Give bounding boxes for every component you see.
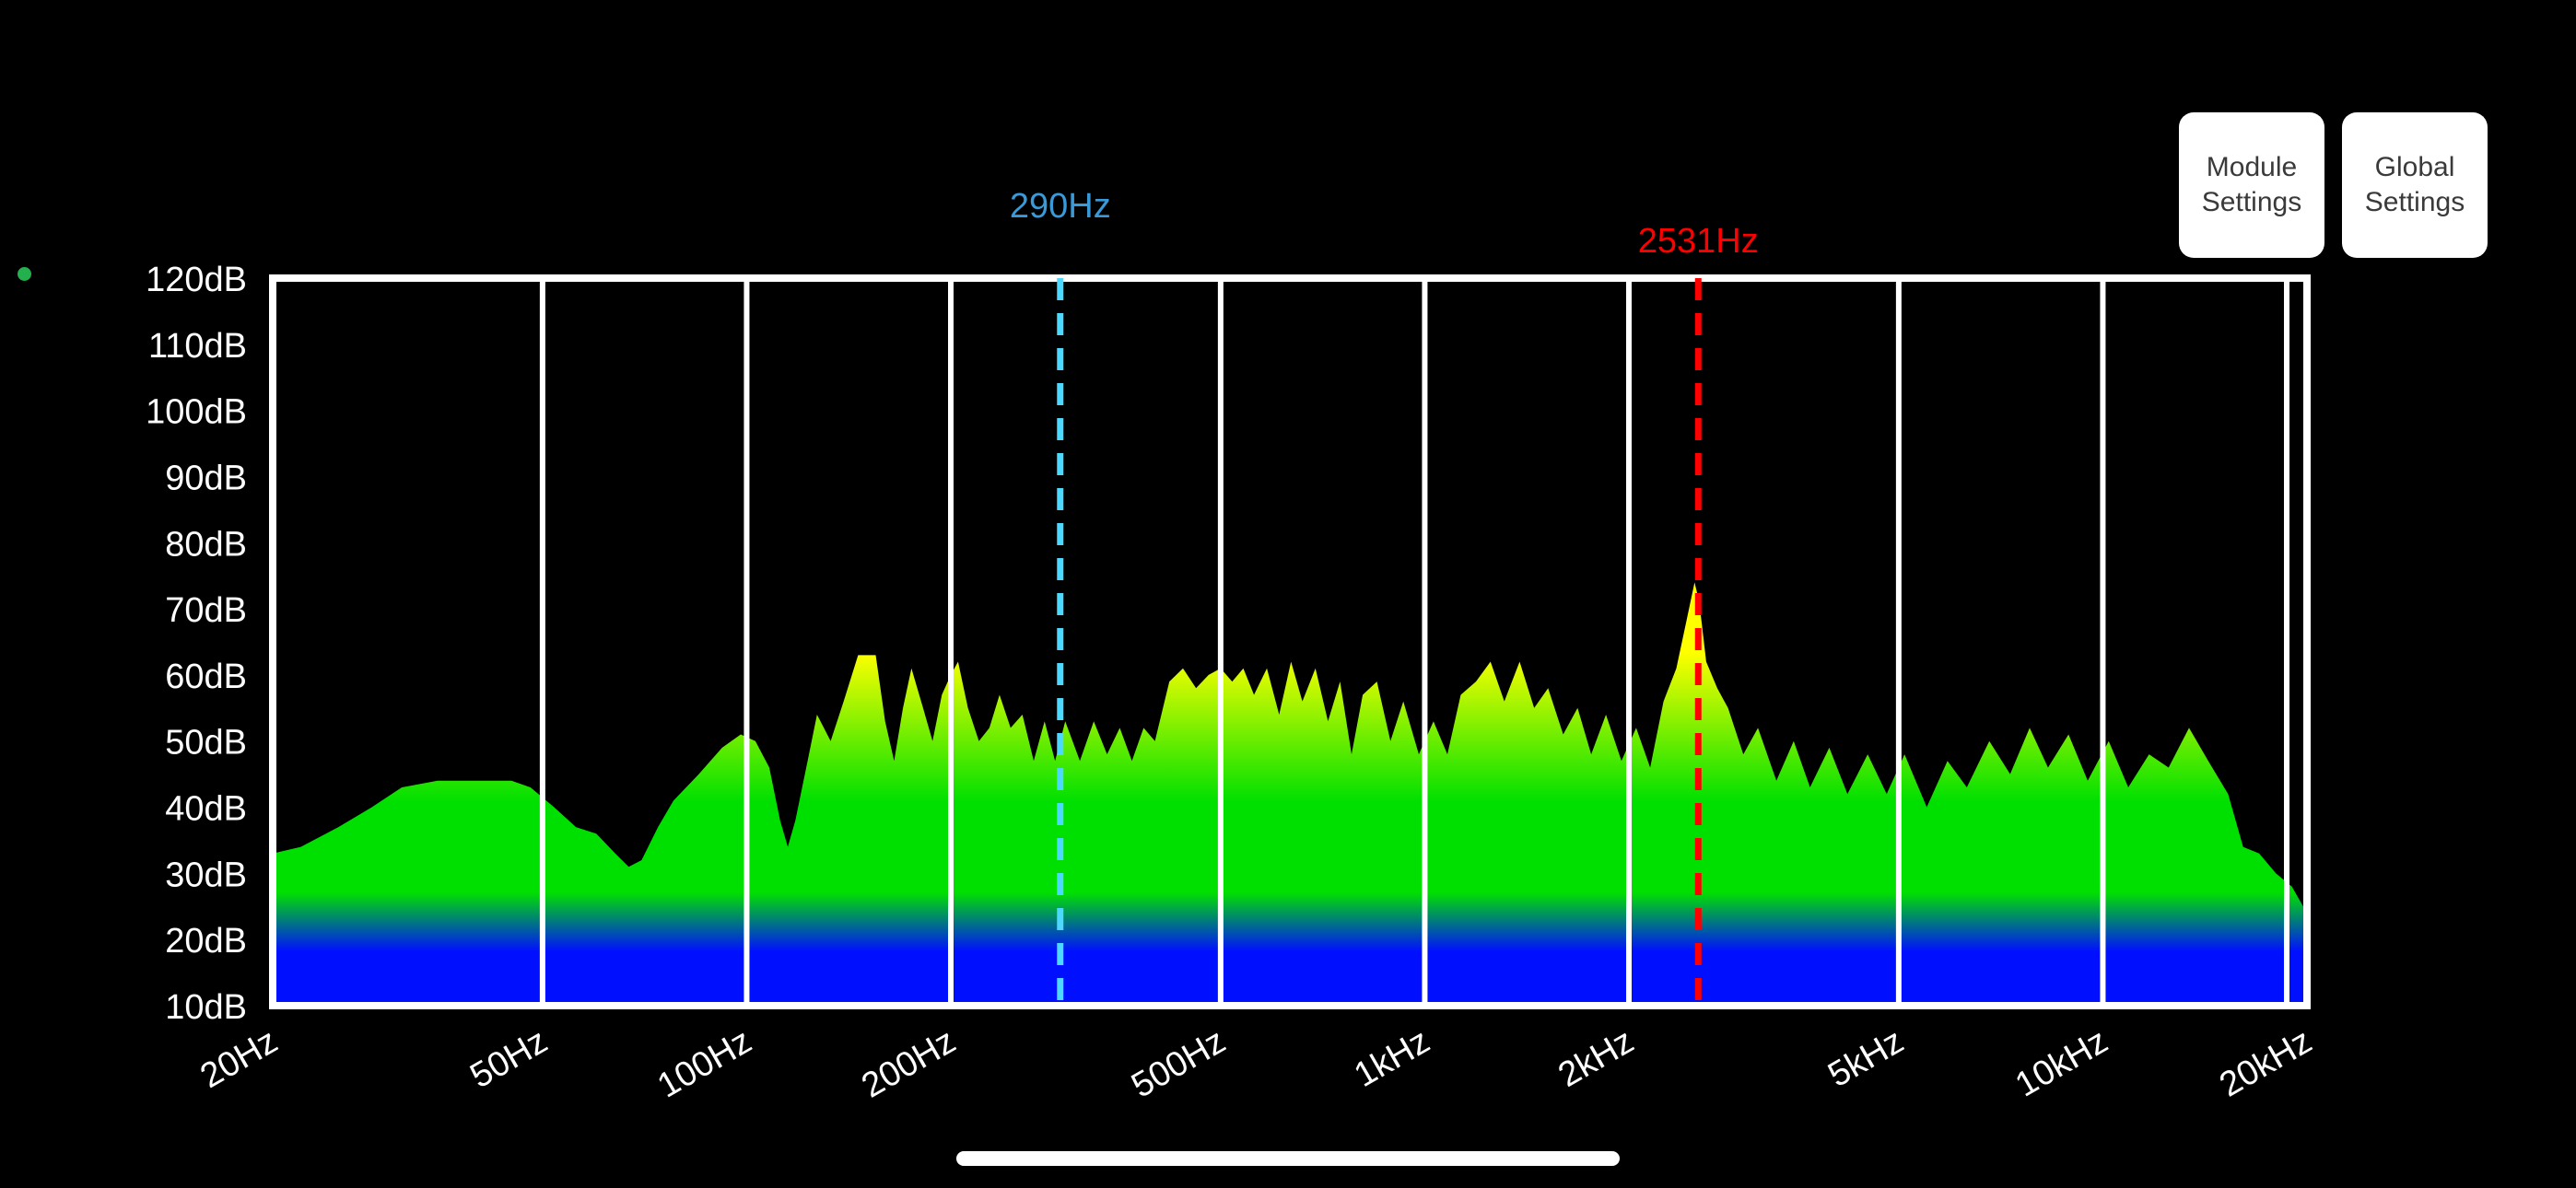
x-tick-label: 5kHz [1821, 1021, 1910, 1095]
y-tick-label: 50dB [165, 724, 247, 763]
x-tick-label: 50Hz [464, 1021, 555, 1096]
home-indicator-bar[interactable] [956, 1151, 1620, 1166]
y-tick-label: 100dB [146, 393, 247, 432]
x-tick-label: 2kHz [1552, 1021, 1641, 1095]
y-tick-label: 90dB [165, 459, 247, 497]
x-tick-label: 200Hz [855, 1021, 962, 1105]
global-settings-label: Global Settings [2364, 152, 2465, 217]
y-tick-label: 10dB [165, 988, 247, 1027]
y-tick-label: 40dB [165, 790, 247, 829]
status-indicator-dot [18, 267, 31, 281]
x-tick-label: 20Hz [194, 1021, 285, 1096]
y-tick-label: 30dB [165, 856, 247, 894]
y-tick-label: 110dB [148, 327, 247, 366]
spectrum-area [273, 582, 2307, 1006]
x-tick-label: 10kHz [2009, 1021, 2114, 1104]
y-tick-label: 60dB [165, 658, 247, 696]
x-tick-label: 1kHz [1348, 1021, 1436, 1095]
x-tick-label: 100Hz [651, 1021, 758, 1105]
marker-label-2531Hz: 2531Hz [1638, 222, 1759, 261]
module-settings-label: Module Settings [2201, 152, 2302, 217]
marker-label-290Hz: 290Hz [1010, 187, 1111, 226]
y-tick-label: 80dB [165, 525, 247, 564]
plot-frame [269, 274, 2311, 1009]
global-settings-button[interactable]: Global Settings [2342, 112, 2488, 258]
y-tick-label: 120dB [146, 261, 247, 299]
y-tick-label: 70dB [165, 591, 247, 630]
y-tick-label: 20dB [165, 922, 247, 961]
module-settings-button[interactable]: Module Settings [2179, 112, 2324, 258]
x-tick-label: 20kHz [2213, 1021, 2318, 1104]
x-tick-label: 500Hz [1125, 1021, 1232, 1105]
